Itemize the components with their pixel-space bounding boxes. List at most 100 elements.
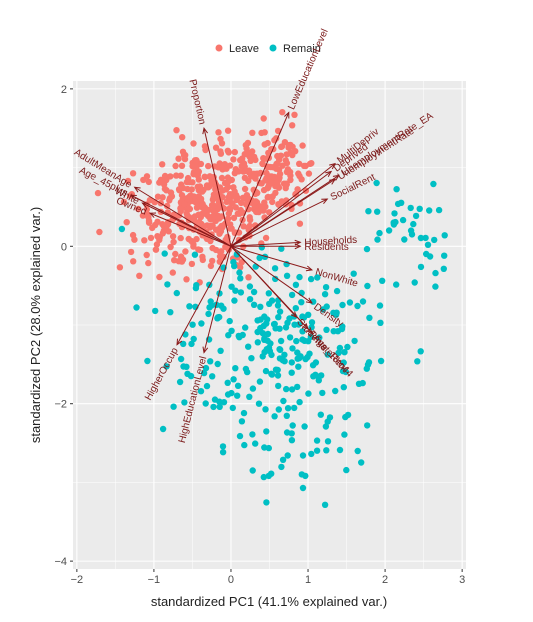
leave-point — [260, 207, 267, 214]
leave-point — [252, 198, 260, 205]
remain-point — [232, 287, 239, 294]
leave-point — [152, 246, 160, 253]
leave-point — [228, 176, 235, 184]
y-tick-label: −2 — [54, 399, 67, 411]
y-tick-label: −4 — [54, 556, 67, 568]
remain-point — [321, 501, 329, 508]
remain-point — [315, 377, 322, 384]
leave-point — [193, 157, 200, 165]
remain-point — [252, 263, 259, 270]
remain-point — [231, 297, 238, 304]
remain-point — [316, 334, 323, 341]
remain-point — [254, 339, 261, 346]
remain-point — [261, 348, 268, 356]
remain-point — [274, 372, 282, 379]
remain-point — [336, 446, 344, 454]
remain-point — [407, 204, 414, 212]
remain-point — [417, 348, 424, 355]
remain-point — [288, 291, 296, 299]
leave-point — [193, 163, 200, 170]
remain-point — [364, 361, 372, 368]
leave-point — [266, 173, 274, 180]
x-tick-label: 1 — [305, 574, 311, 586]
leave-point — [171, 257, 178, 264]
y-tick-label: 0 — [61, 241, 67, 253]
remain-point — [252, 440, 259, 447]
remain-point — [322, 423, 330, 430]
remain-point — [359, 298, 367, 305]
remain-point — [363, 245, 371, 253]
legend-label-leave: Leave — [229, 43, 259, 55]
leave-point — [235, 168, 242, 175]
remain-point — [280, 397, 287, 405]
remain-point — [335, 349, 342, 356]
leave-point — [197, 195, 205, 203]
remain-point — [234, 392, 241, 399]
x-tick-label: 2 — [382, 574, 388, 586]
remain-point — [249, 431, 256, 438]
leave-point — [172, 162, 179, 170]
leave-point — [184, 212, 191, 220]
remain-point — [144, 357, 151, 365]
leave-point — [238, 199, 245, 207]
loading-arrow — [149, 212, 232, 247]
loading-arrow — [134, 186, 232, 247]
leave-point — [181, 155, 189, 163]
remain-point — [235, 332, 242, 340]
loading-arrowhead — [202, 127, 209, 135]
remain-point — [435, 206, 443, 214]
remain-point — [301, 423, 308, 430]
remain-point — [284, 405, 292, 412]
remain-point — [376, 302, 384, 309]
remain-point — [278, 245, 285, 252]
remain-point — [249, 385, 257, 392]
remain-point — [321, 291, 329, 298]
leave-point — [210, 202, 217, 209]
leave-point — [289, 143, 296, 150]
remain-point — [198, 320, 205, 327]
remain-point — [230, 376, 237, 383]
remain-point — [298, 471, 305, 478]
leave-point — [277, 152, 285, 159]
remain-point — [296, 398, 303, 406]
loading-arrowhead — [284, 111, 290, 119]
remain-point — [193, 282, 200, 289]
y-axis-ticks: −4 −2 0 2 — [54, 84, 73, 568]
leave-point — [178, 162, 186, 169]
leave-point — [228, 225, 235, 232]
leave-point — [258, 129, 265, 137]
remain-point — [354, 447, 361, 455]
remain-point — [219, 449, 227, 456]
remain-point — [296, 273, 303, 281]
x-tick-label: 3 — [459, 574, 465, 586]
remain-point — [216, 398, 223, 405]
remain-point — [440, 265, 447, 272]
remain-point — [293, 337, 300, 345]
remain-point — [224, 391, 232, 398]
leave-point — [264, 185, 271, 192]
leave-point — [190, 140, 197, 147]
remain-point — [276, 308, 284, 315]
remain-point — [286, 334, 294, 341]
remain-point — [214, 360, 221, 368]
remain-point — [249, 467, 256, 474]
remain-point — [364, 282, 371, 290]
remain-point — [432, 283, 439, 290]
remain-point — [205, 310, 212, 318]
leave-point — [218, 222, 225, 230]
leave-point — [269, 198, 276, 206]
remain-point — [298, 299, 305, 306]
remain-point — [350, 270, 357, 277]
leave-point — [199, 256, 206, 264]
leave-point — [238, 162, 245, 170]
leave-point — [289, 122, 296, 129]
remain-point — [202, 400, 209, 407]
remain-point — [236, 432, 244, 440]
remain-point — [250, 301, 258, 308]
leave-point — [209, 196, 217, 203]
remain-point — [224, 379, 231, 386]
remain-point — [210, 403, 217, 411]
leave-point — [210, 207, 217, 214]
legend-label-remain: Remain — [283, 43, 321, 55]
leave-point — [116, 264, 124, 271]
